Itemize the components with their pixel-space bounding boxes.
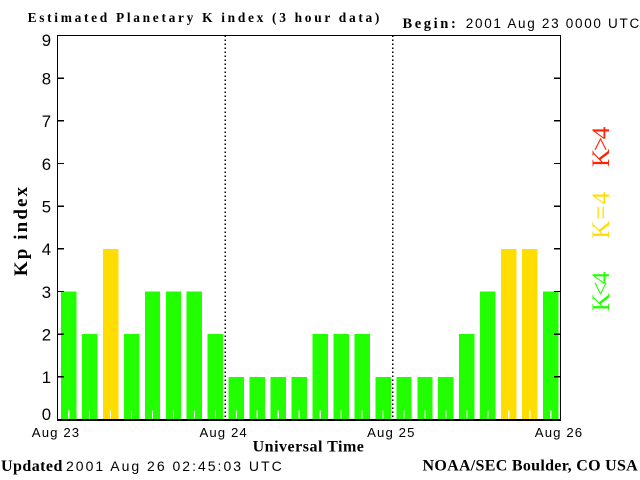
svg-text:4: 4: [42, 240, 51, 259]
svg-text:Universal Time: Universal Time: [253, 439, 365, 456]
svg-text:K<4: K<4: [588, 271, 615, 311]
svg-text:5: 5: [42, 197, 51, 216]
svg-text:9: 9: [42, 31, 51, 50]
svg-text:1: 1: [42, 368, 51, 387]
svg-text:Updated: Updated: [1, 458, 63, 475]
svg-text:Aug 25: Aug 25: [367, 425, 415, 440]
svg-text:2001 Aug 26 02:45:03 UTC: 2001 Aug 26 02:45:03 UTC: [66, 458, 284, 474]
svg-text:3: 3: [42, 283, 51, 302]
svg-text:Aug 23: Aug 23: [32, 425, 80, 440]
svg-text:8: 8: [42, 69, 51, 88]
svg-text:NOAA/SEC Boulder, CO USA: NOAA/SEC Boulder, CO USA: [423, 458, 639, 475]
svg-text:2: 2: [42, 325, 51, 344]
svg-text:K=4: K=4: [588, 191, 615, 239]
svg-text:Estimated Planetary K index (3: Estimated Planetary K index (3 hour data…: [28, 10, 382, 25]
svg-text:Aug 24: Aug 24: [199, 425, 247, 440]
svg-text:2001 Aug 23 0000 UTC: 2001 Aug 23 0000 UTC: [466, 16, 640, 31]
svg-text:Kp index: Kp index: [11, 185, 32, 276]
svg-text:0: 0: [42, 405, 51, 424]
svg-text:7: 7: [42, 112, 51, 131]
svg-text:6: 6: [42, 155, 51, 174]
svg-text:K>4: K>4: [588, 126, 615, 167]
svg-text:Aug 26: Aug 26: [535, 425, 583, 440]
svg-text:Begin:: Begin:: [403, 16, 459, 32]
